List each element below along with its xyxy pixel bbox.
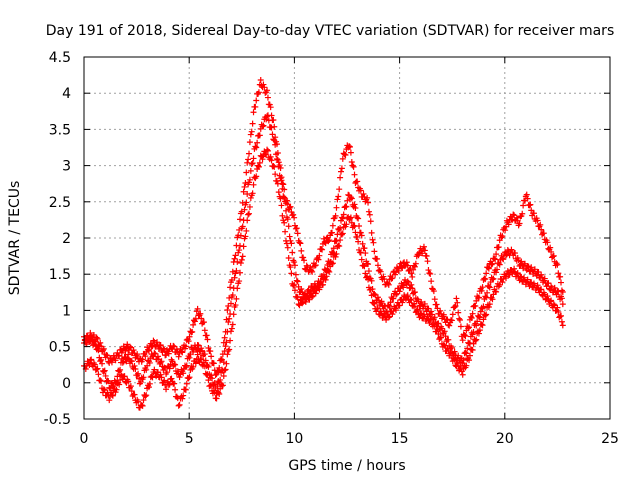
y-tick-label: 2.5	[49, 195, 71, 211]
x-tick-label: 5	[185, 431, 194, 447]
data-layer	[81, 76, 566, 411]
series-sdtvar	[81, 76, 566, 411]
y-tick-label: 0.5	[49, 340, 71, 356]
data-point-markers	[81, 76, 566, 379]
y-tick-label: 4	[62, 86, 71, 102]
y-tick-label: 3	[62, 159, 71, 175]
x-axis-title: GPS time / hours	[288, 458, 405, 474]
y-tick-label: 4.5	[49, 50, 71, 66]
y-axis-title: SDTVAR / TECUs	[7, 181, 23, 296]
series-band-2	[81, 76, 566, 379]
y-tick-label: 0	[62, 376, 71, 392]
y-tick-label: 2	[62, 231, 71, 247]
y-tick-label: 1	[62, 303, 71, 319]
chart-title: Day 191 of 2018, Sidereal Day-to-day VTE…	[46, 23, 614, 39]
y-tick-label: 3.5	[49, 122, 71, 138]
x-tick-label: 0	[80, 431, 89, 447]
x-tick-label: 15	[391, 431, 409, 447]
tick-layer: 0 5 10 15 20 25 -0.5 0 0.5 1 1.5 2 2.5 3 3.5 4 4.5	[44, 50, 619, 447]
x-tick-label: 25	[601, 431, 619, 447]
x-tick-label: 20	[496, 431, 514, 447]
y-tick-label: 1.5	[49, 267, 71, 283]
y-tick-label: -0.5	[44, 412, 71, 428]
x-tick-label: 10	[285, 431, 303, 447]
